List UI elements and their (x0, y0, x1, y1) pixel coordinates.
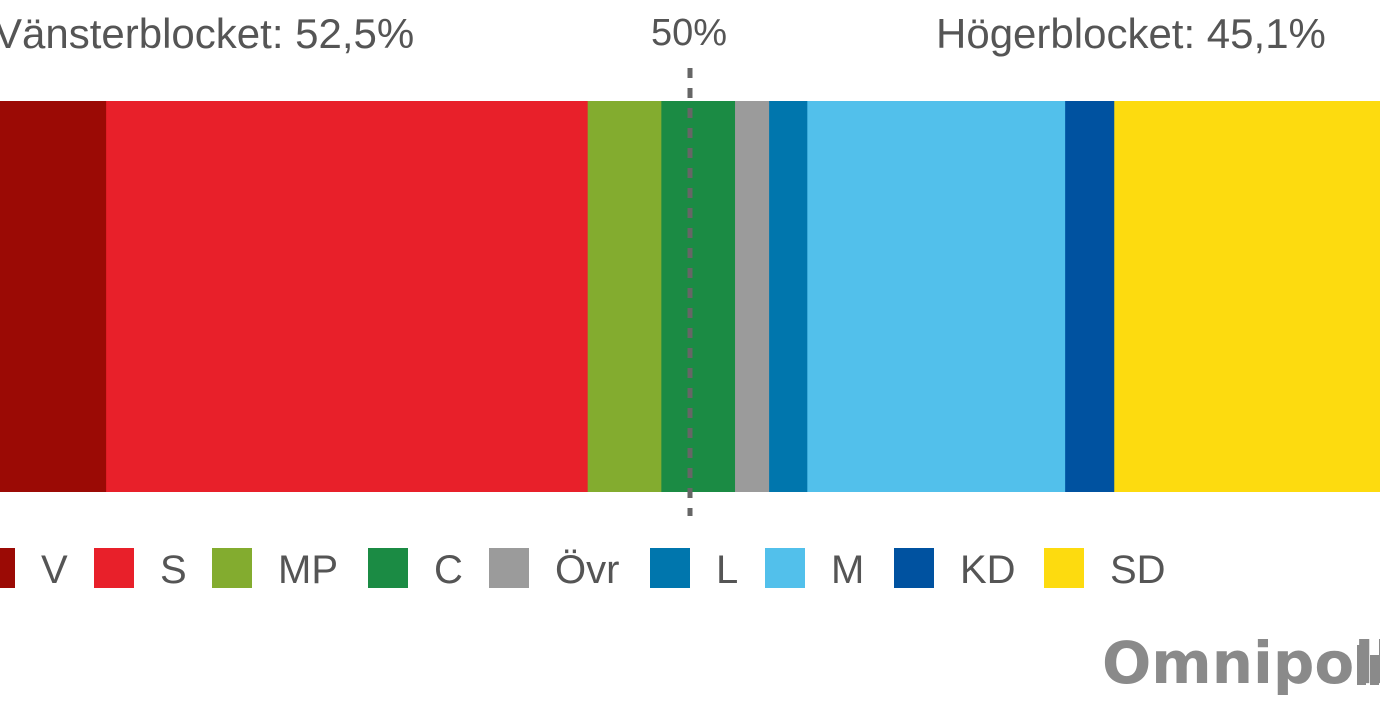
logo-bar-1 (1357, 645, 1366, 685)
legend-label-mp: MP (278, 548, 338, 592)
legend-swatch-m (765, 548, 805, 588)
logo-bar-2 (1370, 655, 1379, 685)
legend-swatch-s (94, 548, 134, 588)
bar-segment-v (0, 101, 107, 492)
legend-label-sd: SD (1110, 548, 1166, 592)
omnipoll-logo-text: Omnipoll (1102, 629, 1380, 697)
bar-segment-s (106, 101, 589, 492)
bar-segment-l (769, 101, 808, 492)
legend-swatch-l (650, 548, 690, 588)
legend-label-kd: KD (960, 548, 1016, 592)
legend-label-m: M (831, 548, 864, 592)
omnipoll-logo: Omnipoll (1102, 629, 1380, 697)
legend-swatch-mp (212, 548, 252, 588)
left-block-label: Vänsterblocket: 52,5% (0, 10, 414, 57)
bar-segment-mp (587, 101, 662, 492)
legend-swatch-kd (894, 548, 934, 588)
legend-label-s: S (160, 548, 187, 592)
legend-label-v: V (41, 548, 68, 592)
legend-swatch-sd (1044, 548, 1084, 588)
bar-segment-c (661, 101, 736, 492)
legend-label-l: L (716, 548, 738, 592)
bar-segment-kd (1065, 101, 1115, 492)
legend-swatch-v (0, 548, 15, 588)
bar-segment-sd (1114, 101, 1380, 492)
right-block-label: Högerblocket: 45,1% (936, 10, 1326, 57)
stacked-bar (0, 101, 1380, 492)
threshold-label: 50% (651, 12, 727, 54)
legend-swatch-vr (489, 548, 529, 588)
bar-segment-vr (735, 101, 770, 492)
legend-label-c: C (434, 548, 463, 592)
legend: V S MP C Övr L M KD SD (0, 548, 1166, 592)
bar-segment-m (807, 101, 1066, 492)
legend-label-vr: Övr (555, 548, 619, 592)
legend-swatch-c (368, 548, 408, 588)
